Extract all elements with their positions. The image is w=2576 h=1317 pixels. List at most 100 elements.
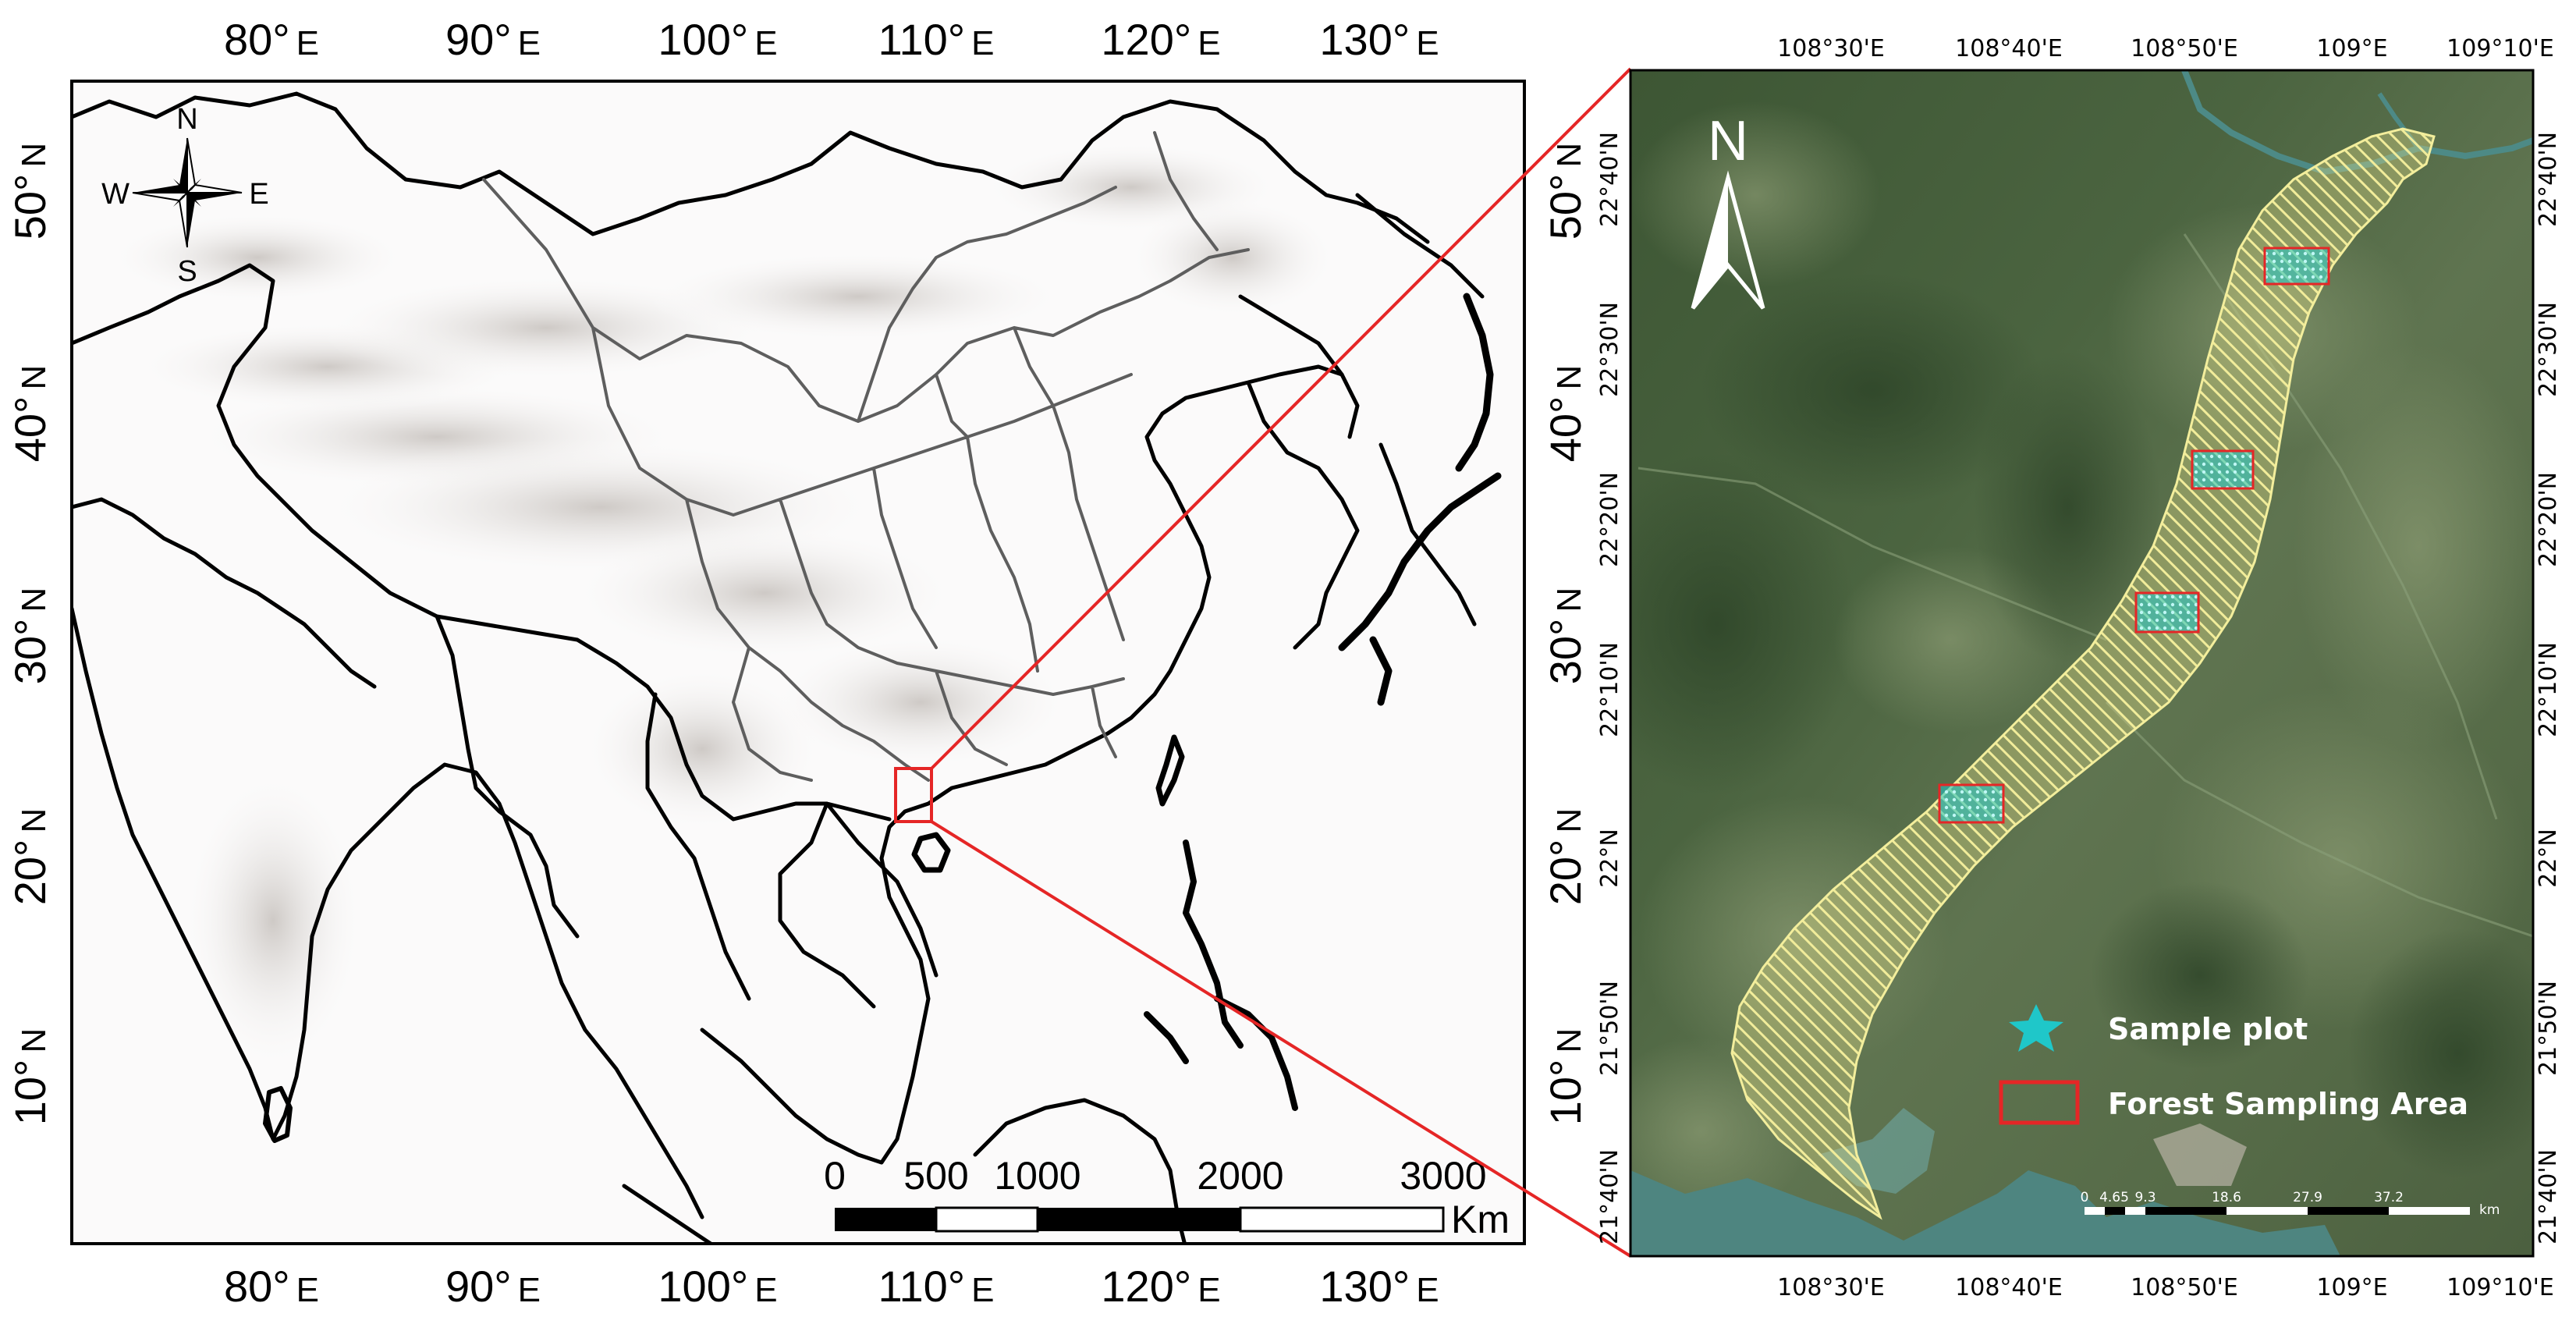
lat-tick: 22°30'N: [1596, 302, 1623, 397]
lon-tick-hemisphere: E: [754, 24, 777, 62]
lat-tick-hemisphere: N: [15, 588, 53, 612]
svg-text:40°N: 40° N: [5, 365, 55, 462]
inset-connector-line: [930, 820, 1632, 1258]
province-borders: [482, 131, 1250, 782]
lon-tick-degree: 90°: [445, 15, 512, 64]
legend-label-sample-plot: Sample plot: [2108, 1012, 2308, 1046]
lat-ticks-right: 50° N 40° N 30° N 20° N 10° N: [1541, 143, 1590, 1125]
lon-ticks-top: 80° E 90° E 100° E 110° E 120° E 130° E: [224, 15, 1439, 64]
lat-tick-degree: 20°: [5, 840, 55, 906]
forest-sampling-area-box: [2134, 591, 2200, 634]
japan-islands: [1338, 293, 1502, 706]
lat-tick: 22°N: [1596, 829, 1623, 888]
inset-connector-line: [930, 67, 1632, 770]
lat-tick-hemisphere: N: [15, 365, 53, 390]
study-area-map: N Sample plot Forest Sampling Area 0 4.6…: [1596, 35, 2562, 1301]
lat-tick: 21°50'N: [2535, 981, 2562, 1076]
lon-tick: 108°50'E: [2131, 1274, 2238, 1301]
scale-bar-label: 9.3: [2134, 1190, 2156, 1205]
lon-tick-degree: 130°: [1319, 15, 1410, 64]
lat-tick: 22°40'N: [2535, 132, 2562, 227]
sample-plot-fill: [2265, 248, 2329, 284]
scale-bar-segment: [1239, 1206, 1445, 1233]
lon-tick-degree: 120°: [1101, 15, 1191, 64]
compass-e-label: E: [249, 178, 268, 211]
lon-tick: 108°30'E: [1777, 1274, 1885, 1301]
svg-text:80°E: 80° E: [224, 15, 319, 64]
svg-text:120°E: 120° E: [1101, 1262, 1220, 1311]
lat-tick-hemisphere: N: [15, 143, 53, 168]
lat-tick-degree: 20°: [1541, 840, 1590, 906]
scale-bar-segment: [2145, 1207, 2227, 1215]
lat-tick: 22°20'N: [1596, 472, 1623, 567]
sample-plot-fill: [2192, 451, 2253, 488]
svg-text:130°E: 130° E: [1319, 1262, 1439, 1311]
coastal-water: [1630, 1170, 2340, 1256]
lat-tick-hemisphere: N: [1550, 143, 1588, 168]
taiwan-island: [1155, 734, 1185, 807]
svg-text:120°E: 120° E: [1101, 15, 1220, 64]
lon-tick-hemisphere: E: [971, 1271, 994, 1309]
lat-tick: 21°50'N: [1596, 981, 1623, 1076]
svg-text:90°E: 90° E: [445, 15, 541, 64]
lon-tick-degree: 110°: [878, 1262, 965, 1311]
scale-bar-label: 3000: [1400, 1154, 1486, 1198]
lon-tick-degree: 80°: [224, 15, 290, 64]
lat-tick-hemisphere: N: [15, 808, 53, 833]
lon-tick: 109°E: [2316, 35, 2387, 62]
lon-tick-degree: 110°: [878, 15, 965, 64]
lat-ticks-left: 50° N 40° N 30° N 20° N 10° N: [5, 143, 55, 1125]
sample-plot-star-icon: [2009, 1004, 2063, 1052]
coastline: [72, 364, 1477, 1219]
study-lon-ticks-bottom: 108°30'E 108°40'E 108°50'E 109°E 109°10'…: [1777, 1274, 2554, 1301]
svg-text:100°E: 100° E: [658, 15, 777, 64]
scale-bar-label: 27.9: [2293, 1190, 2322, 1205]
lat-tick-degree: 30°: [5, 619, 55, 685]
forest-sampling-area-box: [2191, 449, 2255, 490]
study-lat-ticks-left: 22°40'N 22°30'N 22°20'N 22°10'N 22°N 21°…: [1596, 132, 1623, 1244]
legend: Sample plot Forest Sampling Area: [1999, 1004, 2468, 1125]
svg-text:100°E: 100° E: [658, 1262, 777, 1311]
scale-bar-label: 500: [903, 1154, 968, 1198]
lon-tick-hemisphere: E: [754, 1271, 777, 1309]
svg-text:30°N: 30° N: [1541, 588, 1590, 684]
lat-tick-hemisphere: N: [1550, 808, 1588, 833]
compass-rose: N S E W: [101, 103, 269, 288]
forest-sampling-area-box: [1938, 783, 2005, 824]
lat-tick: 22°N: [2535, 829, 2562, 888]
svg-text:80°E: 80° E: [224, 1262, 319, 1311]
scale-bar-label: 4.65: [2099, 1190, 2129, 1205]
svg-text:40°N: 40° N: [1541, 365, 1590, 462]
hainan-island: [911, 832, 951, 873]
lat-tick: 22°30'N: [2535, 302, 2562, 397]
lat-tick-degree: 50°: [5, 174, 55, 240]
lon-tick: 108°40'E: [1955, 1274, 2063, 1301]
scale-bar-segment: [2308, 1207, 2389, 1215]
scale-bar-segment: [935, 1206, 1039, 1233]
lat-tick-degree: 10°: [1541, 1060, 1590, 1126]
sri-lanka: [263, 1086, 293, 1143]
overview-map-frame: [70, 80, 1526, 1245]
lat-tick-hemisphere: N: [1550, 588, 1588, 612]
legend-label-forest-sampling-area: Forest Sampling Area: [2108, 1087, 2468, 1121]
svg-text:130°E: 130° E: [1319, 15, 1439, 64]
lon-tick-hemisphere: E: [518, 24, 541, 62]
sample-plots: [1938, 247, 2330, 824]
lat-tick-degree: 50°: [1541, 174, 1590, 240]
scale-bar-label: 0: [2081, 1190, 2089, 1205]
scale-bar-label: 0: [824, 1154, 846, 1198]
lon-tick: 108°40'E: [1955, 35, 2063, 62]
scale-bar-segment: [2389, 1207, 2470, 1215]
compass-w-label: W: [101, 178, 130, 211]
lon-tick: 108°30'E: [1777, 35, 1885, 62]
national-borders: [72, 91, 1485, 1009]
lon-tick-hemisphere: E: [296, 1271, 319, 1309]
svg-text:10°N: 10° N: [5, 1028, 55, 1125]
philippines-islands: [1144, 840, 1298, 1111]
lon-tick: 109°10'E: [2446, 1274, 2554, 1301]
lon-tick-hemisphere: E: [971, 24, 994, 62]
lon-tick: 108°50'E: [2131, 35, 2238, 62]
lat-tick: 22°40'N: [1596, 132, 1623, 227]
lon-tick-hemisphere: E: [1198, 1271, 1220, 1309]
boundary-lines: [72, 91, 1502, 1244]
